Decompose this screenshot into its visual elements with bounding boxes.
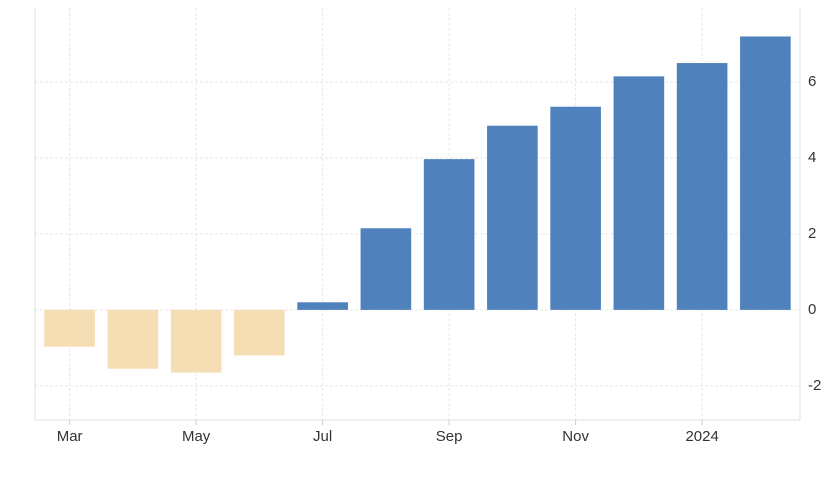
bar xyxy=(423,159,475,310)
x-tick-label: Nov xyxy=(562,428,589,445)
bar xyxy=(550,106,601,310)
x-tick-label: Mar xyxy=(57,428,83,445)
y-tick-label: 4 xyxy=(808,149,816,166)
bar xyxy=(234,309,285,356)
bar xyxy=(297,302,348,310)
bar xyxy=(44,309,95,347)
x-tick-label: Jul xyxy=(313,428,332,445)
x-tick-label: May xyxy=(182,428,211,445)
bar xyxy=(360,228,412,310)
y-tick-label: 6 xyxy=(808,73,816,90)
x-tick-label: 2024 xyxy=(685,428,718,445)
y-tick-label: 2 xyxy=(808,225,816,242)
bar xyxy=(676,63,728,310)
bar xyxy=(740,36,791,310)
bar xyxy=(170,309,222,373)
y-tick-label: -2 xyxy=(808,377,821,394)
x-tick-label: Sep xyxy=(436,428,463,445)
y-tick-label: 0 xyxy=(808,301,816,318)
bar xyxy=(613,76,665,310)
bar xyxy=(107,309,159,369)
bar xyxy=(487,125,538,310)
